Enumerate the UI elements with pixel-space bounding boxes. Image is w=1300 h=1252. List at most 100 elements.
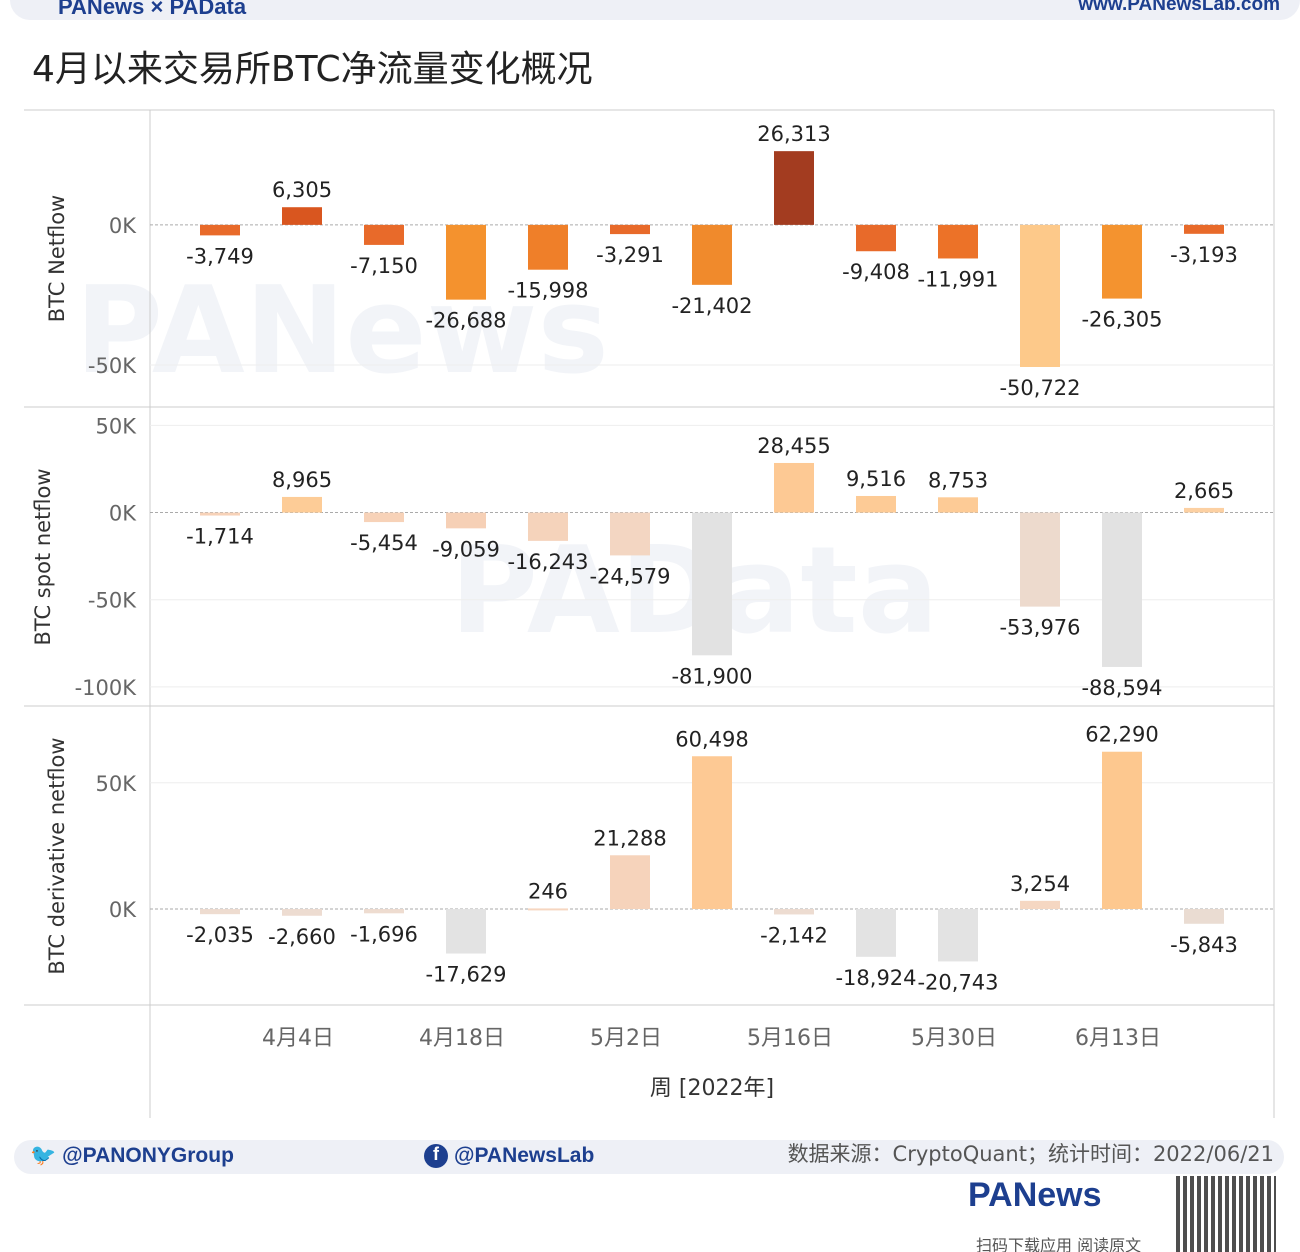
x-tick-label: 4月4日 [262,1026,334,1051]
y-tick-label: -50K [88,354,137,378]
bar[interactable] [200,224,240,236]
data-label: -26,305 [1081,308,1162,332]
bar[interactable] [364,512,404,523]
bar[interactable] [692,224,732,285]
bar[interactable] [528,224,568,270]
data-label: 8,965 [272,468,332,492]
bar[interactable] [1102,751,1142,910]
data-label: -2,660 [268,925,336,949]
bar[interactable] [692,756,732,910]
data-label: -3,291 [596,243,664,267]
bar[interactable] [200,909,240,915]
y-tick-label: 50K [96,414,138,438]
data-label: -26,688 [425,309,506,333]
qr-code[interactable] [1176,1176,1276,1252]
data-label: -5,454 [350,531,418,555]
data-label: -5,843 [1170,933,1238,957]
site-url[interactable]: www.PANewsLab.com [1078,0,1280,15]
twitter-icon: 🐦 [30,1144,57,1167]
data-label: -2,035 [186,923,254,947]
bar[interactable] [938,224,978,259]
data-label: -1,714 [186,525,254,549]
bar[interactable] [364,224,404,245]
brand-logo: PANews × PAData [58,0,247,19]
data-label: 28,455 [757,434,830,458]
data-label: -17,629 [425,963,506,987]
data-label: -3,193 [1170,243,1238,267]
facebook-handle[interactable]: f @PANewsLab [424,1144,594,1168]
bar[interactable] [1184,224,1224,234]
data-label: -11,991 [917,267,998,291]
bar[interactable] [856,909,896,957]
data-label: -15,998 [507,279,588,303]
y-tick-label: 50K [96,772,138,796]
data-label: -24,579 [589,564,670,588]
data-label: 6,305 [272,178,332,202]
bar[interactable] [1020,224,1060,367]
bar[interactable] [610,224,650,235]
data-label: 8,753 [928,468,988,492]
data-label: 60,498 [675,727,748,751]
data-label: -3,749 [186,244,254,268]
bar[interactable] [610,855,650,910]
y-axis-label: BTC Netflow [45,195,69,322]
data-label: -88,594 [1081,676,1162,700]
bar[interactable] [938,497,978,513]
bar[interactable] [528,908,568,911]
data-label: 9,516 [846,467,906,491]
top-banner [10,0,1300,20]
data-label: -81,900 [671,664,752,688]
y-tick-label: 0K [109,898,137,922]
bar[interactable] [1184,507,1224,513]
x-tick-label: 4月18日 [419,1026,505,1051]
data-label: 246 [528,879,568,903]
x-tick-label: 6月13日 [1075,1026,1161,1051]
scan-hint: 扫码下载应用 阅读原文 [976,1236,1142,1252]
data-label: -7,150 [350,254,418,278]
bar[interactable] [200,512,240,516]
twitter-label: @PANONYGroup [62,1144,234,1167]
bar[interactable] [1184,909,1224,924]
facebook-label: @PANewsLab [454,1144,595,1167]
data-label: -20,743 [917,970,998,994]
data-label: 62,290 [1085,723,1158,747]
bar[interactable] [446,224,486,300]
data-label: -2,142 [760,923,828,947]
data-label: 3,254 [1010,872,1070,896]
data-label: -9,059 [432,537,500,561]
data-source: 数据来源：CryptoQuant；统计时间：2022/06/21 [787,1142,1274,1166]
bar[interactable] [282,909,322,916]
bar[interactable] [774,909,814,915]
bar[interactable] [1020,512,1060,607]
bar[interactable] [364,909,404,914]
twitter-handle[interactable]: 🐦 @PANONYGroup [30,1144,234,1168]
x-axis-label: 周 [2022年] [650,1076,774,1101]
bar[interactable] [1020,900,1060,910]
bar[interactable] [446,909,486,954]
bar[interactable] [938,909,978,962]
bar[interactable] [282,496,322,513]
bar[interactable] [446,512,486,529]
facebook-icon: f [424,1144,448,1168]
data-label: -53,976 [999,616,1080,640]
bar[interactable] [856,224,896,252]
data-label: 26,313 [757,122,830,146]
bar[interactable] [1102,224,1142,299]
bar[interactable] [610,512,650,556]
data-label: -9,408 [842,260,910,284]
data-label: -16,243 [507,550,588,574]
bar[interactable] [282,207,322,225]
watermark-panews: PANews [75,262,609,401]
y-tick-label: -100K [75,676,138,700]
data-label: 21,288 [593,826,666,850]
x-tick-label: 5月2日 [590,1026,662,1051]
bar[interactable] [856,495,896,513]
x-tick-label: 5月30日 [911,1026,997,1051]
bar[interactable] [774,462,814,513]
bar[interactable] [528,512,568,541]
bar[interactable] [1102,512,1142,667]
bar[interactable] [692,512,732,656]
bar[interactable] [774,151,814,225]
data-label: -21,402 [671,294,752,318]
